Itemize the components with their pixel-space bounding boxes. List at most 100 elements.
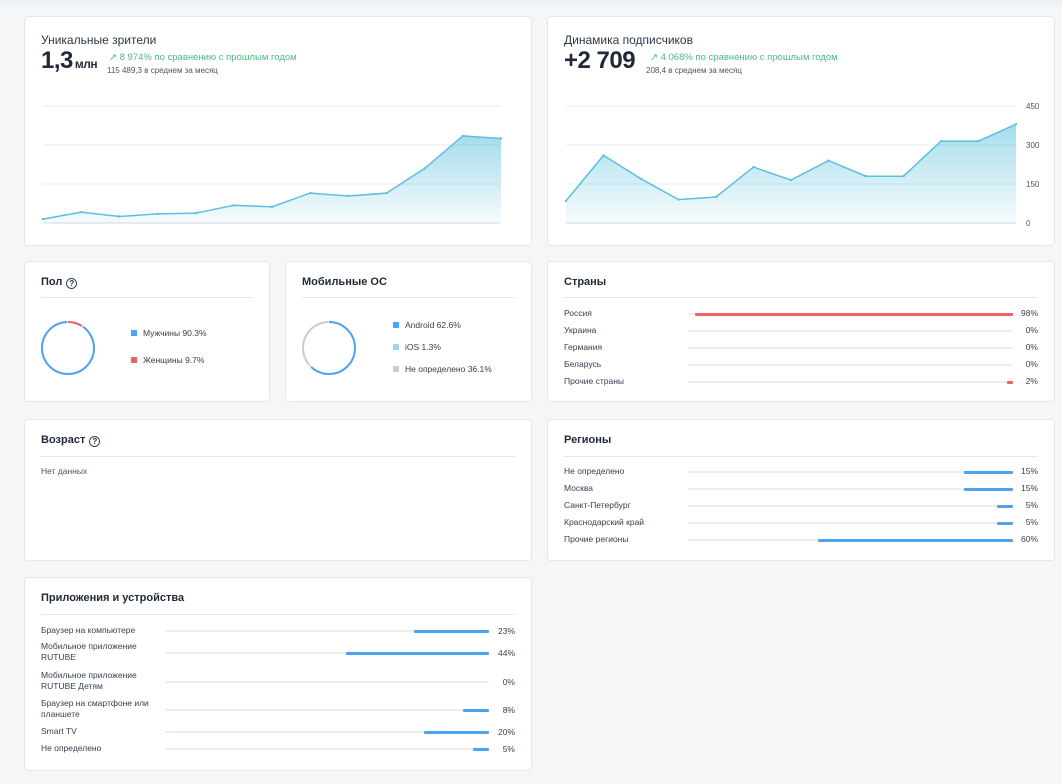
legend-item-male: Мужчины 90.3% bbox=[131, 328, 207, 338]
legend-swatch bbox=[393, 366, 399, 372]
bar-track bbox=[688, 312, 1013, 316]
legend-label: iOS 1.3% bbox=[405, 342, 441, 352]
legend-item-undefined: Не определено 36.1% bbox=[393, 364, 492, 374]
data-point bbox=[41, 217, 45, 221]
list-item: Прочие страны 2% bbox=[564, 376, 1038, 388]
card-title: Мобильные ОС bbox=[302, 276, 387, 288]
item-percent: 44% bbox=[497, 648, 515, 658]
subscribers-average: 208,4 в среднем за месяц bbox=[646, 66, 742, 75]
bar-track bbox=[165, 708, 489, 712]
item-label: Украина bbox=[564, 325, 597, 335]
item-percent: 60% bbox=[1020, 534, 1038, 544]
y-tick-label: 150 bbox=[1026, 180, 1040, 189]
item-percent: 0% bbox=[1025, 359, 1038, 369]
item-percent: 0% bbox=[1025, 325, 1038, 335]
list-item: Браузер на смартфоне или планшете 8% bbox=[41, 698, 515, 719]
apps-devices-card: Приложения и устройства Браузер на компь… bbox=[24, 577, 532, 771]
data-point bbox=[385, 191, 388, 195]
divider bbox=[41, 297, 253, 298]
bar-fill bbox=[414, 629, 489, 633]
list-item: Москва 15% bbox=[564, 483, 1038, 495]
list-item: Санкт-Петербург 5% bbox=[564, 500, 1038, 512]
item-percent: 8% bbox=[502, 705, 515, 715]
subscribers-total: +2 709 bbox=[564, 47, 636, 74]
bar-track bbox=[688, 521, 1013, 525]
bar-track bbox=[688, 330, 1013, 332]
subscribers-trend: ↗ 4 068% по сравнению с прошлым годом bbox=[650, 52, 838, 63]
item-percent: 0% bbox=[1025, 342, 1038, 352]
os-donut[interactable] bbox=[299, 318, 359, 378]
regions-card: Регионы Не определено 15% Москва 15% Санкт-П… bbox=[547, 419, 1055, 561]
bar-fill bbox=[424, 730, 489, 734]
divider bbox=[302, 297, 515, 298]
bar-track bbox=[688, 380, 1013, 384]
list-item: Прочие регионы 60% bbox=[564, 534, 1038, 546]
countries-card: Страны Россия 98% Украина 0% Германия 0% Белар… bbox=[547, 261, 1055, 402]
item-percent: 2% bbox=[1025, 376, 1038, 386]
age-card: Возраст? Нет данных bbox=[24, 419, 532, 561]
item-label: Не определено bbox=[564, 466, 625, 476]
legend-item-ios: iOS 1.3% bbox=[393, 342, 441, 352]
gender-donut[interactable] bbox=[38, 318, 98, 378]
bar-fill bbox=[964, 487, 1013, 491]
divider bbox=[41, 614, 515, 615]
divider bbox=[564, 456, 1038, 457]
area-fill bbox=[43, 135, 501, 223]
legend-label: Женщины 9.7% bbox=[143, 355, 205, 365]
bar-fill bbox=[964, 470, 1013, 474]
bar-track bbox=[688, 538, 1013, 542]
bar-fill bbox=[1006, 380, 1013, 384]
viewers-trend: ↗ 8 974% по сравнению с прошлым годом bbox=[109, 52, 297, 63]
bar-track bbox=[688, 504, 1013, 508]
data-point bbox=[677, 198, 680, 201]
item-label: Прочие страны bbox=[564, 376, 625, 386]
item-label: Браузер на смартфоне или планшете bbox=[41, 698, 149, 719]
donut-segment bbox=[41, 321, 95, 375]
data-point bbox=[270, 205, 274, 209]
viewers-chart[interactable]: 450 тыс300 тыс150 тыс0авг. 2024окт. 2024… bbox=[39, 83, 509, 233]
data-point bbox=[156, 212, 159, 216]
list-item: Беларусь 0% bbox=[564, 359, 1038, 371]
bar-track bbox=[165, 747, 489, 751]
age-title: Возраст bbox=[41, 434, 86, 446]
legend-swatch bbox=[131, 357, 137, 363]
gender-title: Пол bbox=[41, 276, 63, 288]
item-percent: 98% bbox=[1020, 308, 1038, 318]
card-title: Возраст? bbox=[41, 434, 101, 447]
item-percent: 20% bbox=[497, 727, 515, 737]
data-point bbox=[602, 154, 605, 157]
help-icon[interactable]: ? bbox=[66, 278, 78, 289]
donut-segment bbox=[41, 321, 95, 375]
legend-swatch bbox=[393, 322, 399, 328]
item-label: Мобильное приложение RUTUBE bbox=[41, 641, 137, 662]
bar-fill bbox=[472, 747, 489, 751]
data-point bbox=[499, 137, 503, 140]
bar-track bbox=[688, 470, 1013, 474]
bar-fill bbox=[346, 651, 489, 655]
subscribers-chart[interactable]: 4503001500авг. 2024окт. 2024дек. 2024фев… bbox=[560, 83, 1040, 233]
legend-item-female: Женщины 9.7% bbox=[131, 355, 204, 365]
divider bbox=[564, 297, 1038, 298]
y-tick-label: 450 bbox=[1026, 102, 1040, 111]
bar-track bbox=[165, 730, 489, 734]
legend-swatch bbox=[393, 344, 399, 350]
help-icon[interactable]: ? bbox=[89, 436, 101, 447]
bar-track bbox=[688, 347, 1013, 349]
data-point bbox=[902, 175, 905, 178]
bar-fill bbox=[694, 312, 1013, 316]
no-data-text: Нет данных bbox=[41, 466, 88, 476]
bar-track bbox=[688, 487, 1013, 491]
list-item: Браузер на компьютере 23% bbox=[41, 625, 515, 637]
top-strip bbox=[0, 0, 1062, 5]
data-point bbox=[347, 194, 350, 198]
list-item: Smart TV 20% bbox=[41, 726, 515, 738]
item-label: Краснодарский край bbox=[564, 517, 645, 527]
legend-label: Мужчины 90.3% bbox=[143, 328, 207, 338]
area-fill bbox=[566, 124, 1016, 223]
item-percent: 5% bbox=[1025, 517, 1038, 527]
data-point bbox=[423, 167, 426, 170]
item-label: Германия bbox=[564, 342, 603, 352]
divider bbox=[41, 456, 515, 457]
data-point bbox=[639, 177, 643, 180]
bar-track bbox=[688, 364, 1013, 366]
